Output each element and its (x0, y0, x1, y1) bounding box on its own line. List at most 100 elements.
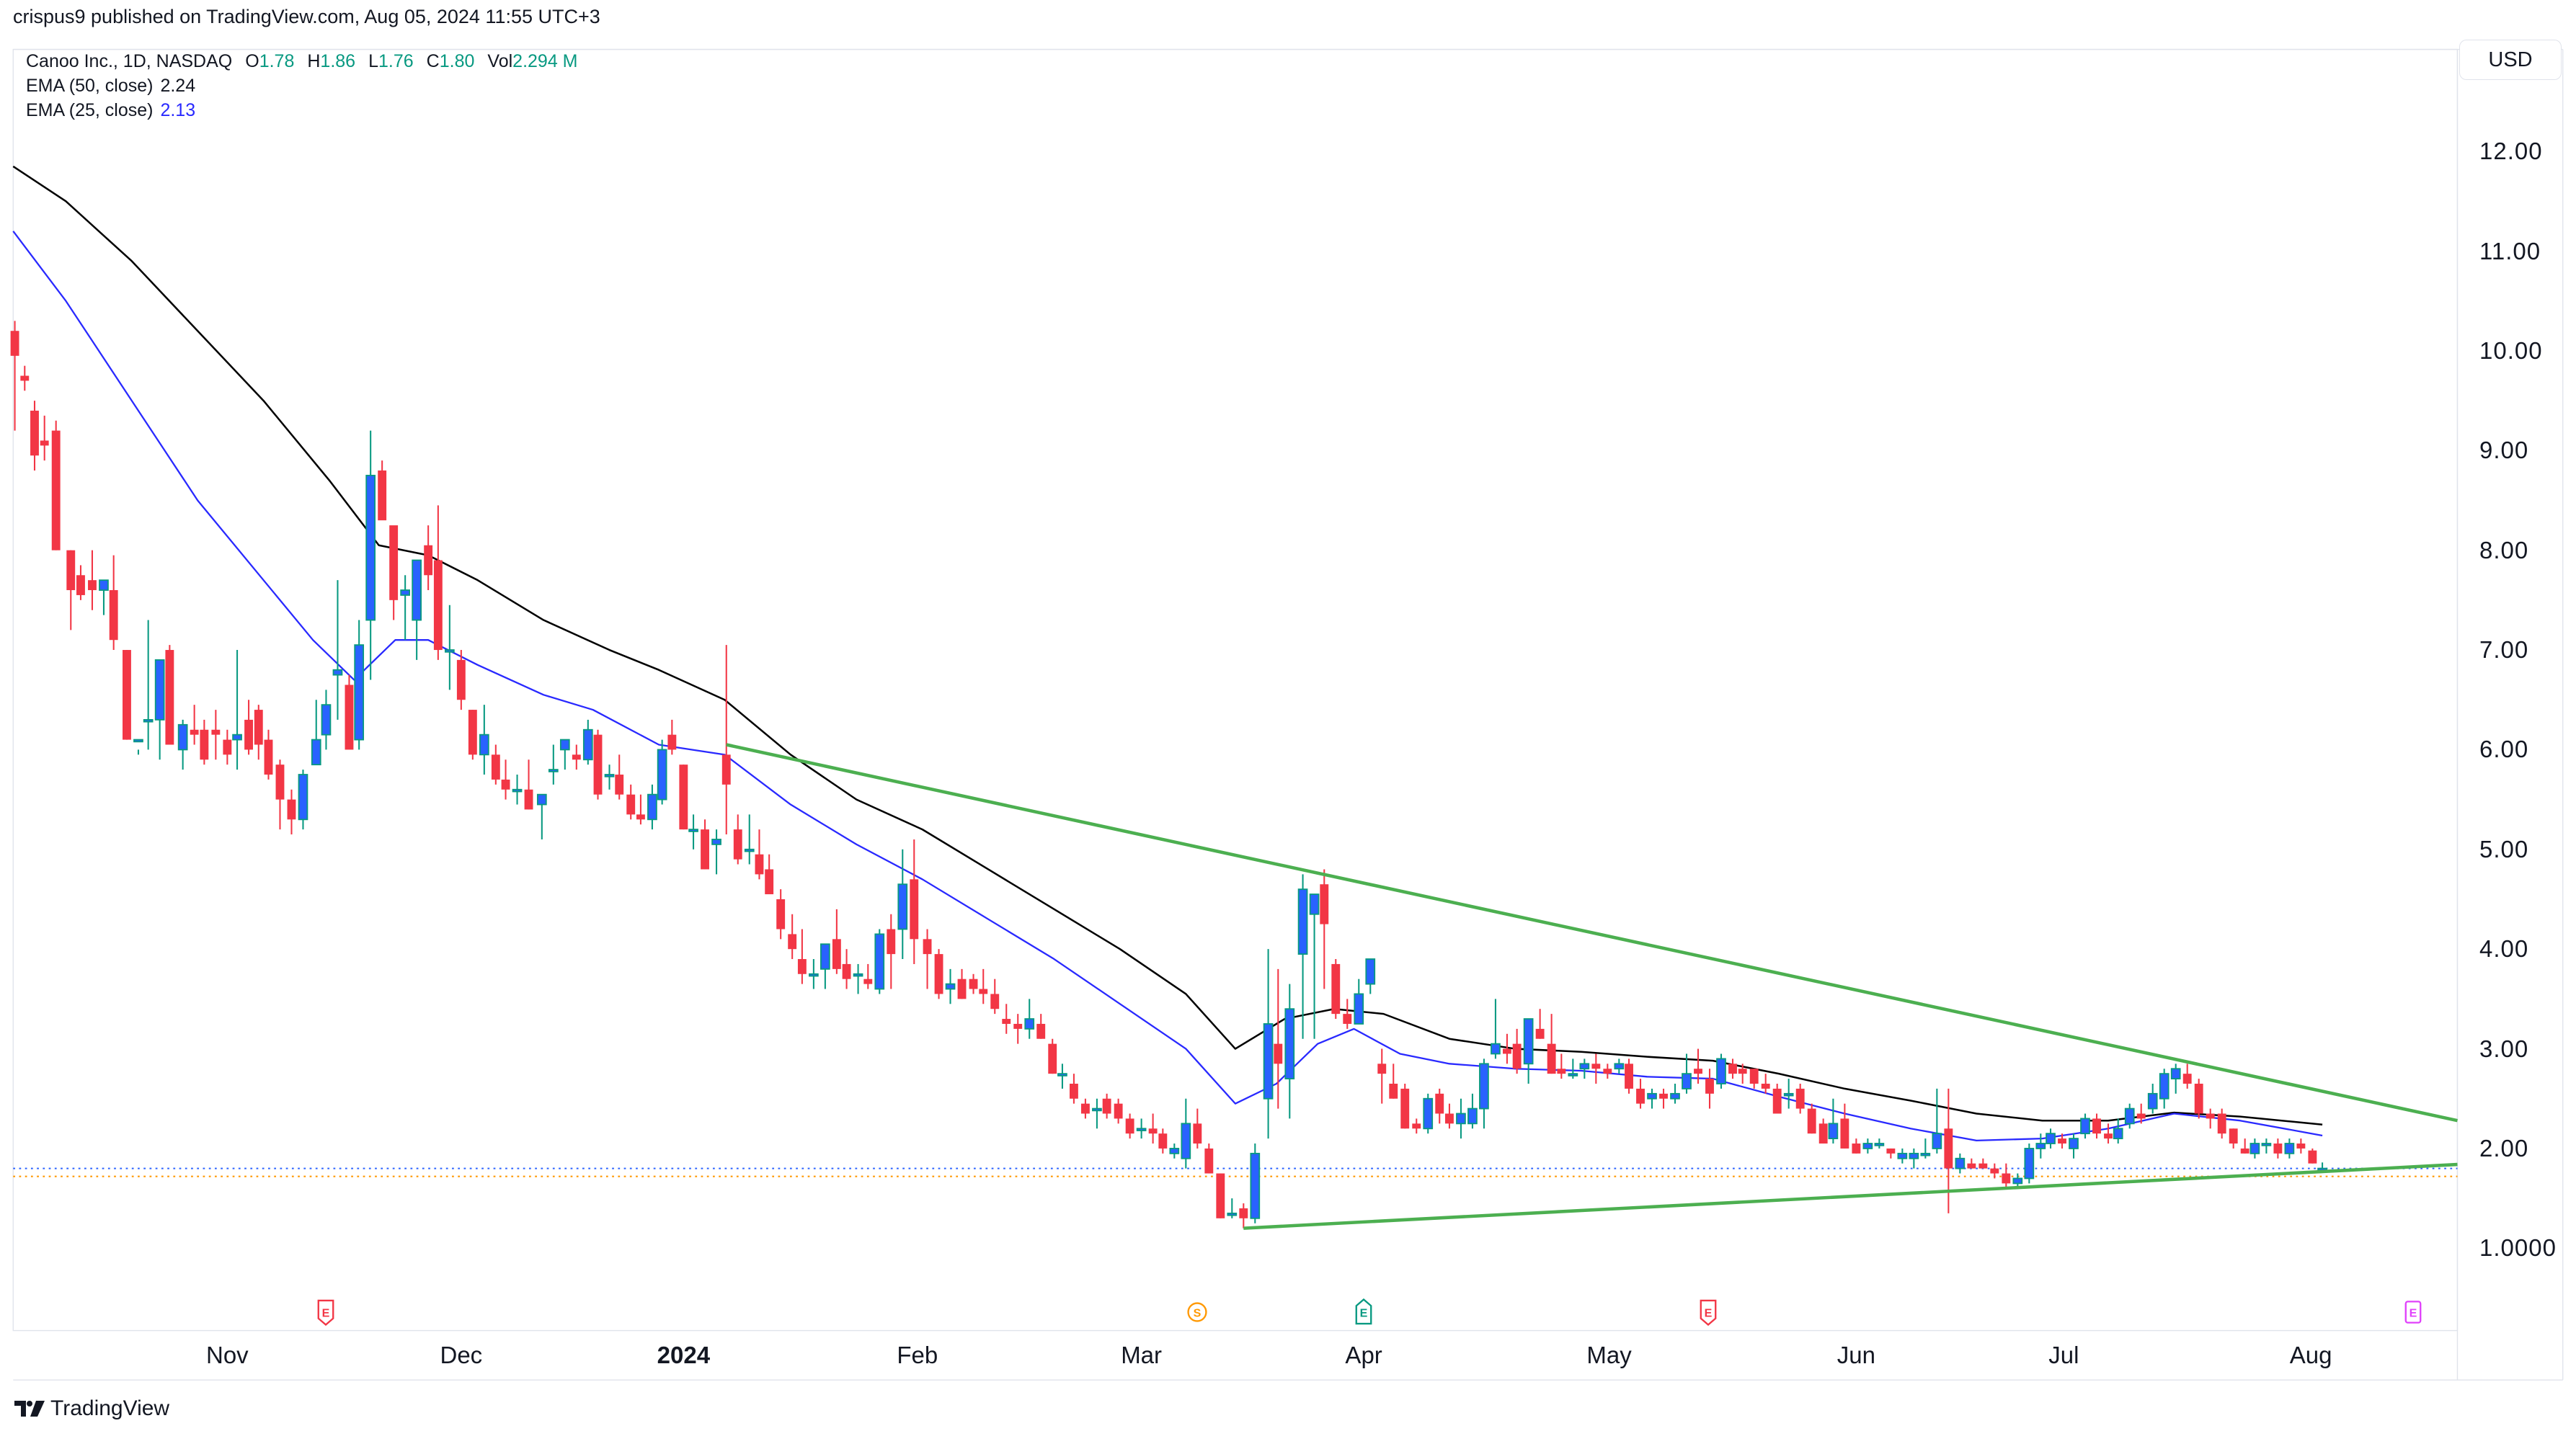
candle-down (1080, 1103, 1090, 1114)
candle-up (1057, 1073, 1067, 1076)
candle-up (1828, 1123, 1839, 1140)
candle-down (1193, 1123, 1202, 1144)
candle-down (1694, 1069, 1702, 1074)
candle-down (957, 978, 967, 999)
ema25-line (12, 231, 2323, 1142)
candle-up (1874, 1143, 1885, 1146)
candle-down (1216, 1173, 1225, 1218)
candle-up (2147, 1092, 2158, 1110)
candle-up (1169, 1148, 1180, 1154)
candle-up (143, 718, 154, 723)
candle-up (2035, 1143, 2046, 1149)
tradingview-brand-text: TradingView (50, 1396, 170, 1420)
candle-down (721, 754, 731, 785)
price-tick-label: 10.00 (2479, 336, 2543, 364)
candle-up (2046, 1133, 2056, 1144)
low-value: 1.76 (378, 51, 414, 71)
time-tick-label: Dec (440, 1342, 483, 1368)
candle-up (1250, 1152, 1261, 1219)
candle-down (378, 470, 387, 521)
candle-down (66, 550, 76, 591)
candle-down (2240, 1148, 2249, 1154)
ema50-legend-row[interactable]: EMA (50, close) 2.24 (26, 73, 578, 98)
candle-up (1479, 1063, 1489, 1110)
candle-down (1591, 1064, 1601, 1069)
price-tick-label: 2.00 (2479, 1134, 2529, 1162)
candle-up (154, 659, 165, 721)
candle-up (1579, 1063, 1590, 1070)
candle-down (934, 954, 943, 994)
split-event-icon[interactable]: S (1186, 1298, 1208, 1326)
candle-down (1795, 1088, 1805, 1109)
candle-up (321, 704, 332, 736)
close-value: 1.80 (439, 51, 475, 71)
candle-down (109, 590, 118, 641)
earnings-event-icon[interactable]: E (1353, 1298, 1374, 1326)
price-tick-label: 12.00 (2479, 138, 2543, 165)
candle-up (711, 839, 721, 845)
candle-down (211, 729, 221, 735)
candle-up (2170, 1068, 2181, 1079)
earnings-event-icon[interactable]: E (315, 1298, 337, 1327)
earnings-event-icon[interactable]: E (2402, 1298, 2424, 1326)
candle-down (1069, 1083, 1078, 1099)
candle-down (1036, 1023, 1046, 1039)
candle-down (1512, 1043, 1522, 1069)
price-tick-label: 6.00 (2479, 736, 2529, 763)
candle-up (1783, 1092, 1794, 1097)
candle-down (190, 729, 199, 735)
candle-up (133, 739, 143, 743)
candle-up (1297, 888, 1308, 955)
candle-down (1114, 1103, 1123, 1119)
candle-up (1181, 1123, 1191, 1159)
candle-down (30, 410, 39, 456)
candle-down (887, 929, 896, 955)
candle-down (345, 685, 354, 750)
upper-trendline[interactable] (726, 743, 2458, 1123)
candle-down (1320, 884, 1329, 924)
symbol-label[interactable]: Canoo Inc., 1D, NASDAQ (26, 51, 233, 71)
candle-up (945, 983, 956, 990)
candle-down (1148, 1128, 1158, 1134)
time-tick-label: Nov (206, 1342, 249, 1368)
svg-text:S: S (1194, 1307, 1202, 1320)
tradingview-logo-icon (14, 1401, 45, 1417)
candle-down (2136, 1113, 2146, 1119)
candle-up (2080, 1118, 2090, 1135)
ema50-label: EMA (50, close) (26, 76, 154, 96)
candle-down (1343, 1014, 1352, 1024)
candle-up (2284, 1143, 2295, 1154)
time-tick-label: 2024 (657, 1342, 711, 1368)
price-tick-label: 5.00 (2479, 835, 2529, 862)
price-tick-label: 7.00 (2479, 636, 2529, 664)
candle-up (444, 649, 455, 653)
candle-up (809, 973, 819, 977)
high-label: H (307, 51, 321, 71)
time-tick-label: Jun (1836, 1342, 1875, 1368)
candle-down (615, 775, 624, 795)
candle-up (400, 589, 411, 596)
lower-trendline[interactable] (1243, 1162, 2458, 1230)
candle-down (788, 934, 797, 950)
ema25-legend-row[interactable]: EMA (25, close) 2.13 (26, 98, 578, 122)
candle-down (1978, 1163, 1988, 1169)
plot-frame (12, 48, 2459, 1332)
candle-down (701, 829, 709, 870)
svg-text:E: E (1360, 1307, 1368, 1320)
candle-down (10, 331, 19, 356)
candle-up (2024, 1148, 2035, 1180)
close-label: C (426, 51, 440, 71)
publish-info: crispus9 published on TradingView.com, A… (13, 6, 600, 27)
candle-up (874, 933, 885, 990)
candle-down (2273, 1144, 2283, 1154)
candle-down (1761, 1083, 1770, 1089)
candle-down (910, 879, 919, 940)
candle-up (559, 739, 570, 751)
candle-up (1263, 1023, 1274, 1100)
candle-down (636, 814, 645, 820)
currency-button[interactable]: USD (2459, 40, 2562, 80)
earnings-event-icon[interactable]: E (1697, 1298, 1719, 1327)
time-tick-label: May (1586, 1342, 1632, 1368)
